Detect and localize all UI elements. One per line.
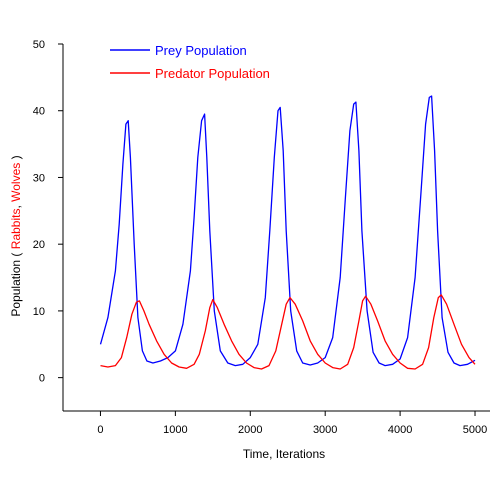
series	[99, 95, 476, 370]
x-tick-label: 3000	[313, 424, 337, 436]
x-tick-label: 2000	[238, 424, 262, 436]
y-tick-label: 40	[33, 106, 45, 118]
y-tick-label: 20	[33, 239, 45, 251]
ticks: 0 1000 2000 3000 4000 5000 0 10 20 30 40 50	[33, 39, 488, 436]
y-axis-title-part: Rabbits	[9, 209, 23, 250]
legend-label-prey: Prey Population	[155, 43, 247, 58]
x-tick-label: 0	[97, 424, 103, 436]
y-axis-title-part: Population (	[9, 249, 23, 316]
y-axis-title-part: ,	[9, 202, 23, 209]
x-tick-label: 4000	[388, 424, 412, 436]
predator-population-line	[100, 294, 476, 370]
x-axis-title: Time, Iterations	[243, 447, 325, 461]
y-tick-label: 10	[33, 306, 45, 318]
y-tick-label: 30	[33, 172, 45, 184]
y-axis-title-part: )	[9, 155, 23, 162]
y-axis-title: Population ( Rabbits, Wolves )	[9, 155, 23, 316]
x-tick-label: 5000	[463, 424, 487, 436]
legend: Prey Population Predator Population	[110, 43, 270, 81]
y-tick-label: 0	[39, 373, 45, 385]
x-tick-label: 1000	[163, 424, 187, 436]
prey-population-line	[99, 95, 476, 367]
axes	[62, 44, 490, 412]
y-axis-title-part: Wolves	[9, 163, 23, 202]
legend-label-predator: Predator Population	[155, 66, 270, 81]
y-tick-label: 50	[33, 39, 45, 51]
